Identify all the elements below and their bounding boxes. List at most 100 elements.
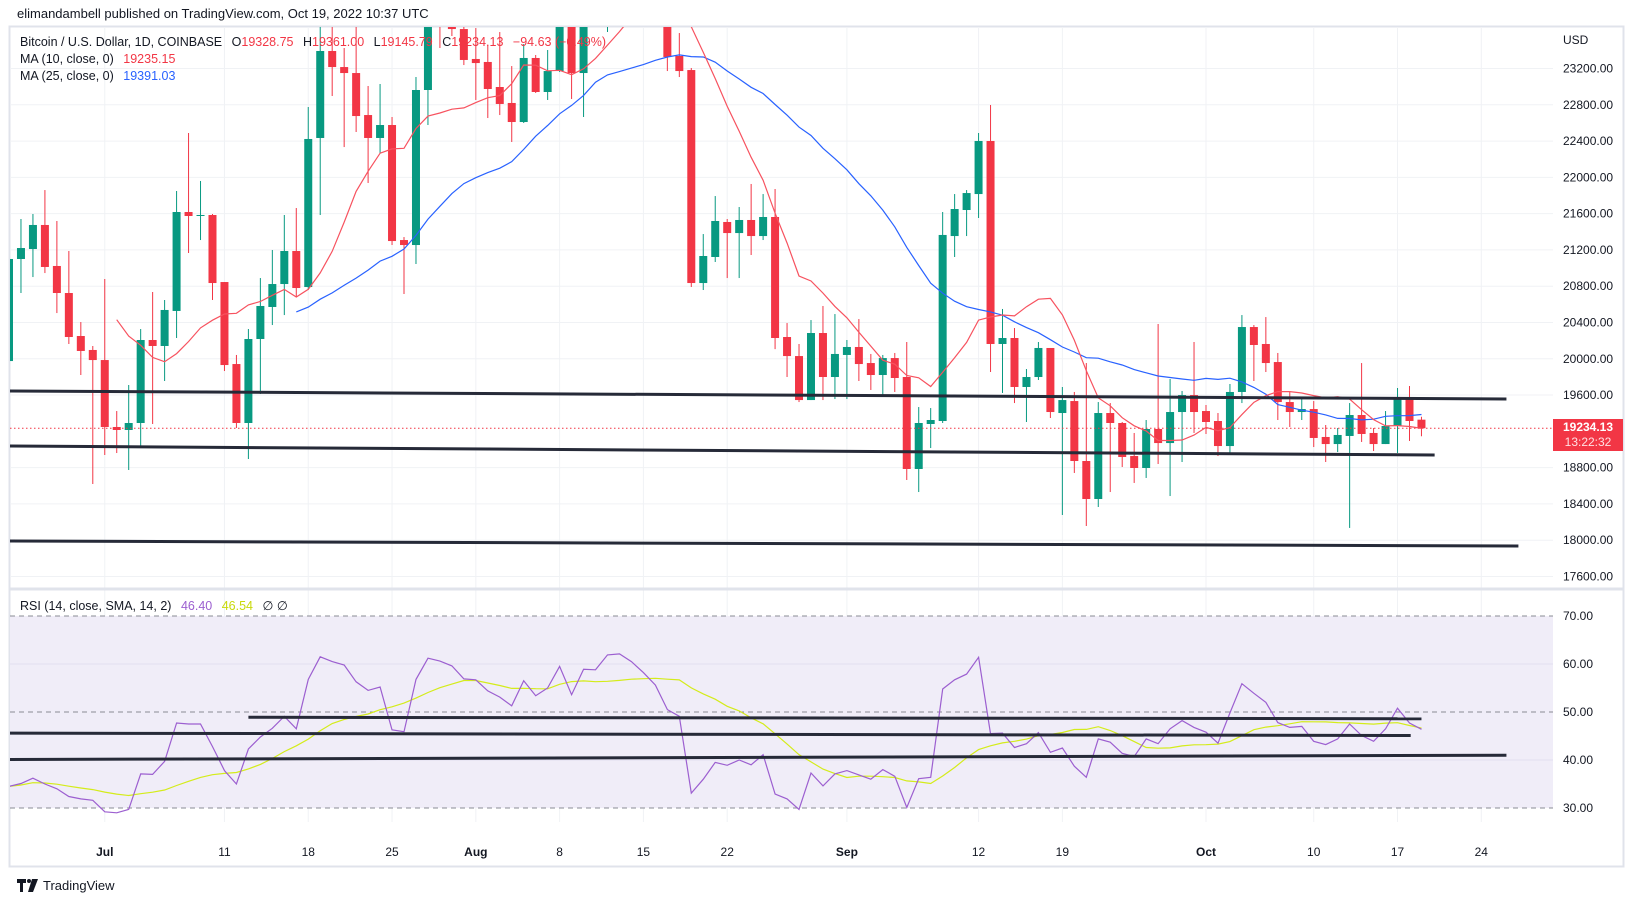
candles [10, 0, 1426, 528]
candle-body [747, 219, 756, 237]
candle-down [1010, 328, 1019, 404]
candle-body [196, 214, 205, 216]
candle-body [352, 73, 361, 117]
rsi-legend[interactable]: RSI (14, close, SMA, 14, 2) 46.40 46.54 … [20, 598, 294, 613]
candle-body [88, 349, 97, 361]
price-axis[interactable]: USD 23200.00 22800.00 22400.00 22000.00 2160… [1563, 33, 1613, 583]
candle-down [208, 214, 217, 300]
candle-up [423, 27, 432, 126]
candle-body [220, 282, 229, 366]
rsi-label: RSI (14, close, SMA, 14, 2) [20, 599, 172, 613]
candle-up [759, 194, 768, 241]
candle-up [842, 339, 851, 400]
candle-body [854, 346, 863, 365]
symbol-legend[interactable]: Bitcoin / U.S. Dollar, 1D, COINBASE O193… [20, 35, 612, 49]
rsi-tick-label: 30.00 [1563, 801, 1593, 815]
candle-up [1178, 390, 1187, 463]
candle-up [974, 132, 983, 218]
candle-up [1225, 383, 1234, 454]
candle-body [1417, 419, 1426, 429]
tradingview-logo[interactable]: TradingView [17, 878, 115, 893]
candle-body [1070, 401, 1079, 462]
candle-body [914, 422, 923, 469]
time-tick-label: 22 [721, 845, 735, 859]
candle-body [866, 363, 875, 376]
rsi-axis[interactable]: 70.00 60.00 50.00 40.00 30.00 [1563, 609, 1593, 815]
candle-body [292, 251, 301, 289]
candle-body [244, 339, 253, 423]
candle-down [471, 28, 480, 100]
candle-down [866, 353, 875, 390]
candle-body [16, 248, 25, 259]
price-tick-label: 20000.00 [1563, 352, 1613, 366]
candle-body [759, 216, 768, 237]
candle-body [364, 115, 373, 138]
price-tick-label: 21200.00 [1563, 243, 1613, 257]
candle-up [28, 214, 37, 278]
candle-down [184, 132, 193, 254]
rsi-trendline[interactable] [248, 715, 1422, 721]
candle-up [592, 0, 600, 5]
candle-down [986, 104, 995, 373]
candle-up [711, 196, 720, 262]
time-tick-label: 18 [302, 845, 316, 859]
rsi-trendline[interactable] [10, 753, 1507, 762]
candle-up [914, 407, 923, 493]
candle-down [902, 341, 911, 480]
candle-body [1333, 434, 1342, 445]
candle-body [663, 27, 672, 57]
rsi-trendlines[interactable] [10, 715, 1507, 762]
candle-body [436, 15, 444, 20]
price-tick-label: 18400.00 [1563, 497, 1613, 511]
price-trendlines[interactable] [10, 389, 1519, 548]
candle-body [687, 70, 696, 284]
candle-down [1070, 391, 1079, 473]
candle-body [507, 102, 516, 123]
time-tick-label: Sep [836, 845, 858, 859]
candle-up [316, 27, 325, 215]
candle-body [1309, 409, 1318, 438]
candle-up [830, 314, 839, 400]
candle-body [1213, 421, 1222, 447]
candle-body [10, 258, 13, 362]
candle-up [196, 180, 205, 241]
candle-body [519, 57, 528, 123]
last-price-value: 19234.13 [1562, 420, 1614, 434]
candle-down [687, 68, 696, 288]
trendline[interactable] [10, 539, 1519, 548]
price-tick-label: 18800.00 [1563, 461, 1613, 475]
candle-down [783, 323, 792, 378]
rsi-trendline[interactable] [10, 731, 1411, 738]
candle-down [328, 27, 337, 96]
candle-body [1369, 432, 1378, 445]
candle-up [411, 77, 420, 264]
candle-body [1106, 413, 1115, 423]
price-pane[interactable] [5, 0, 1553, 548]
candle-body [1178, 395, 1187, 413]
trendline[interactable] [10, 444, 1435, 457]
candle-body [795, 356, 804, 401]
price-tick-label: 19600.00 [1563, 388, 1613, 402]
candle-down [663, 27, 672, 72]
candle-body [52, 265, 61, 294]
candle-body [926, 420, 935, 424]
rsi-pane[interactable] [9, 653, 1507, 814]
rsi-sma-line [10, 677, 1422, 797]
candle-body [112, 426, 121, 430]
candle-body [316, 50, 325, 138]
ma25-label: MA (25, close, 0) [20, 69, 114, 83]
ma25-legend[interactable]: MA (25, close, 0) 19391.03 [20, 69, 181, 83]
candle-body [1046, 347, 1055, 413]
currency-label: USD [1563, 33, 1589, 47]
candle-body [1249, 327, 1258, 345]
ma10-legend[interactable]: MA (10, close, 0) 19235.15 [20, 52, 181, 66]
candle-down [88, 345, 97, 485]
trendline[interactable] [10, 389, 1507, 401]
candle-body [208, 214, 217, 284]
time-axis[interactable]: Jul 11 18 25 Aug 8 15 22 Sep 12 19 Oct 10 17 24 [96, 845, 1488, 859]
candle-down [1369, 427, 1378, 452]
low-value: 19145.79 [380, 35, 433, 49]
candle-body [986, 140, 995, 344]
candle-body [471, 58, 480, 64]
